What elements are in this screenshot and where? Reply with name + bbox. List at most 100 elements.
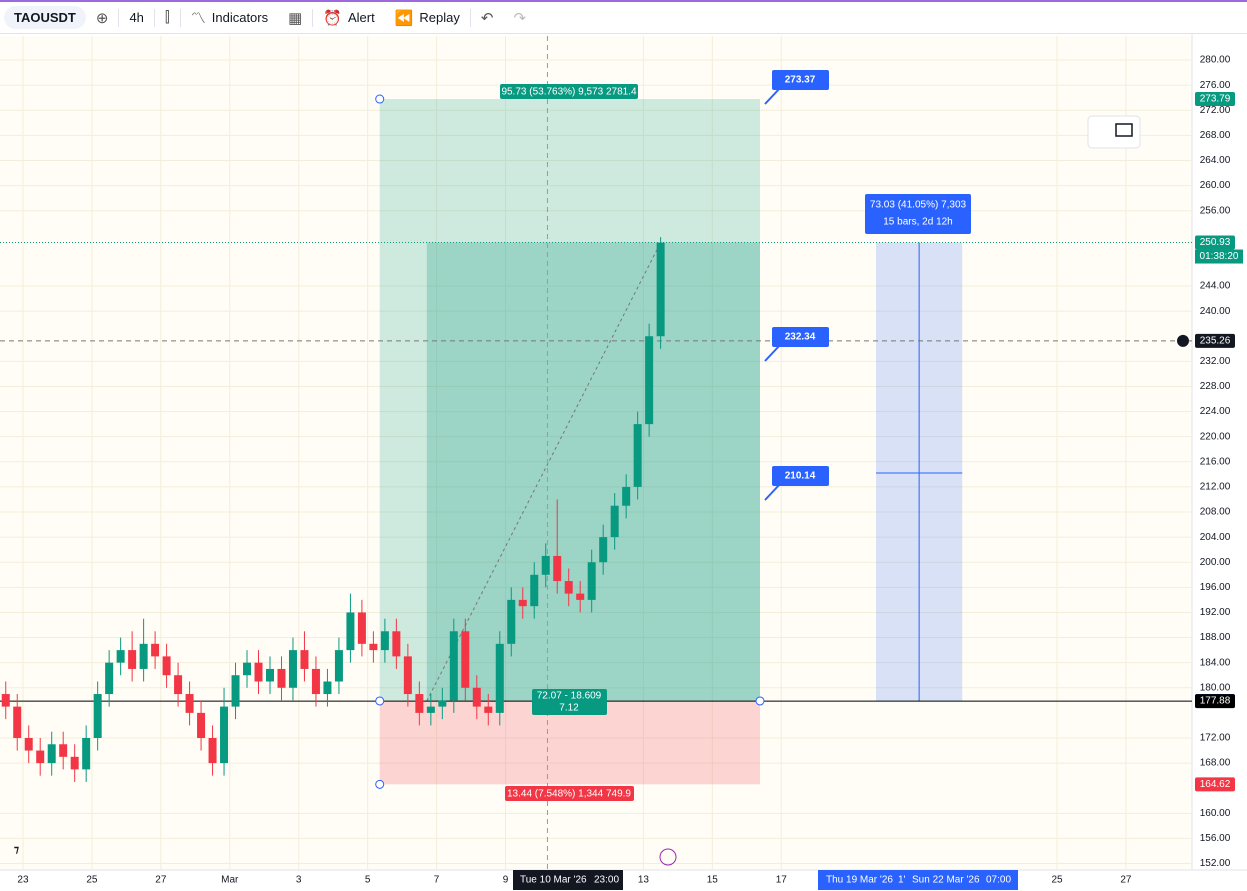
candle-body: [656, 242, 665, 337]
callout-box: [772, 327, 829, 347]
y-tick-label: 152.00: [1200, 858, 1231, 869]
y-tick-label: 216.00: [1200, 456, 1231, 467]
candle-body: [243, 662, 252, 676]
candle-body: [484, 706, 493, 713]
indicators-button[interactable]: 〽 Indicators: [181, 2, 278, 33]
callout-box: [772, 466, 829, 486]
candle-body: [24, 737, 33, 751]
crosshair-add: [1177, 334, 1189, 347]
alert-button[interactable]: ⏰ Alert: [313, 2, 384, 33]
callout-pointer: [764, 344, 781, 362]
candle-body: [334, 650, 343, 682]
candle-body: [174, 675, 183, 695]
y-tick-label: 232.00: [1200, 356, 1231, 367]
candle-body: [277, 668, 286, 688]
handle: [375, 94, 385, 104]
interval[interactable]: 4h: [129, 10, 144, 25]
indicators-icon: 〽: [190, 10, 206, 27]
replay-button[interactable]: ⏪ Replay: [385, 2, 470, 33]
candle-body: [254, 662, 263, 682]
candle-body: [518, 599, 527, 607]
price-tag-label: 177.88: [1200, 696, 1231, 707]
time-cursor-label: 23:00: [594, 875, 619, 886]
handle: [755, 696, 765, 706]
loss-label-box: [505, 786, 634, 801]
candle-body: [357, 612, 366, 644]
redo[interactable]: ↷: [513, 9, 527, 27]
callout-pointer: [764, 483, 781, 501]
y-tick-label: 180.00: [1200, 682, 1231, 693]
candle-body: [59, 744, 68, 757]
price-tag: [1195, 235, 1235, 250]
price-tag-label: 235.26: [1200, 336, 1231, 347]
symbol[interactable]: TAOUSDT: [4, 6, 86, 29]
candle-body: [564, 581, 573, 594]
candle-body: [300, 650, 309, 669]
price-tag: [1195, 92, 1235, 107]
candle-body: [599, 537, 608, 563]
price-tag: [1195, 333, 1235, 348]
x-tick-label: 15: [707, 875, 719, 886]
callout-label: 210.14: [785, 471, 816, 482]
x-tick-label: Mar: [221, 875, 239, 886]
candle-body: [82, 737, 91, 770]
candle-body: [105, 662, 114, 695]
handle: [375, 779, 385, 789]
profit-label: 95.73 (53.763%) 9,573 2781.4: [501, 87, 637, 98]
candle-body: [151, 643, 160, 657]
comment-icon: [1115, 123, 1133, 137]
candle-body: [438, 700, 447, 707]
x-tick-label: 23: [17, 875, 29, 886]
candle-body: [231, 675, 240, 707]
y-tick-label: 260.00: [1200, 180, 1231, 191]
y-tick-label: 272.00: [1200, 105, 1231, 116]
candle-body: [495, 643, 504, 713]
candle-body: [197, 712, 206, 738]
separator: [153, 8, 155, 27]
candle-body: [47, 744, 56, 764]
range-label: 15 bars, 2d 12h: [883, 217, 953, 228]
candle-body: [576, 593, 585, 600]
x-tick-label: 25: [86, 875, 98, 886]
range-time-label: Sun 22 Mar '26: [912, 875, 980, 886]
toolbar: TAOUSDT ⊕ 4h ⫿ 〽 Indicators ▦ ⏰ Alert ⏪ Rep…: [0, 0, 1247, 34]
range-time-box: [818, 870, 1018, 890]
range-time-label: 1': [898, 875, 906, 886]
entry-label: 72.07 - 18.609: [537, 691, 602, 702]
countdown-box: [1195, 249, 1243, 264]
callout-label: 232.34: [785, 332, 816, 343]
range-time-label: 07:00: [986, 875, 1011, 886]
x-tick-label: 13: [638, 875, 650, 886]
chart-type[interactable]: ⫿: [164, 9, 170, 26]
candle-body: [610, 505, 619, 538]
profit-zone: [379, 99, 761, 701]
candle-body: [346, 612, 355, 651]
callout-box: [772, 70, 829, 90]
y-tick-label: 228.00: [1200, 381, 1231, 392]
candle-body: [403, 656, 412, 695]
candle-body: [128, 650, 137, 669]
y-tick-label: 280.00: [1200, 55, 1231, 66]
undo[interactable]: ↶: [480, 9, 494, 27]
entry-label: 7.12: [559, 703, 579, 714]
x-tick-label: 25: [1051, 875, 1063, 886]
entry-label-box: [532, 689, 607, 715]
y-tick-label: 196.00: [1200, 582, 1231, 593]
add-symbol[interactable]: ⊕: [95, 9, 109, 27]
y-tick-label: 276.00: [1200, 80, 1231, 91]
candle-body: [116, 650, 125, 663]
y-tick-label: 240.00: [1200, 306, 1231, 317]
layouts[interactable]: ▦: [288, 9, 303, 27]
y-tick-label: 256.00: [1200, 205, 1231, 216]
price-axis: [1192, 34, 1247, 870]
candle-body: [530, 574, 539, 607]
countdown: 01:38:20: [1200, 251, 1239, 262]
x-tick-label: 27: [1120, 875, 1132, 886]
x-tick-label: 27: [155, 875, 167, 886]
y-tick-label: 184.00: [1200, 657, 1231, 668]
lightning-button: [659, 848, 677, 866]
y-tick-label: 264.00: [1200, 155, 1231, 166]
candle-body: [472, 687, 481, 707]
candle-body: [449, 631, 458, 701]
